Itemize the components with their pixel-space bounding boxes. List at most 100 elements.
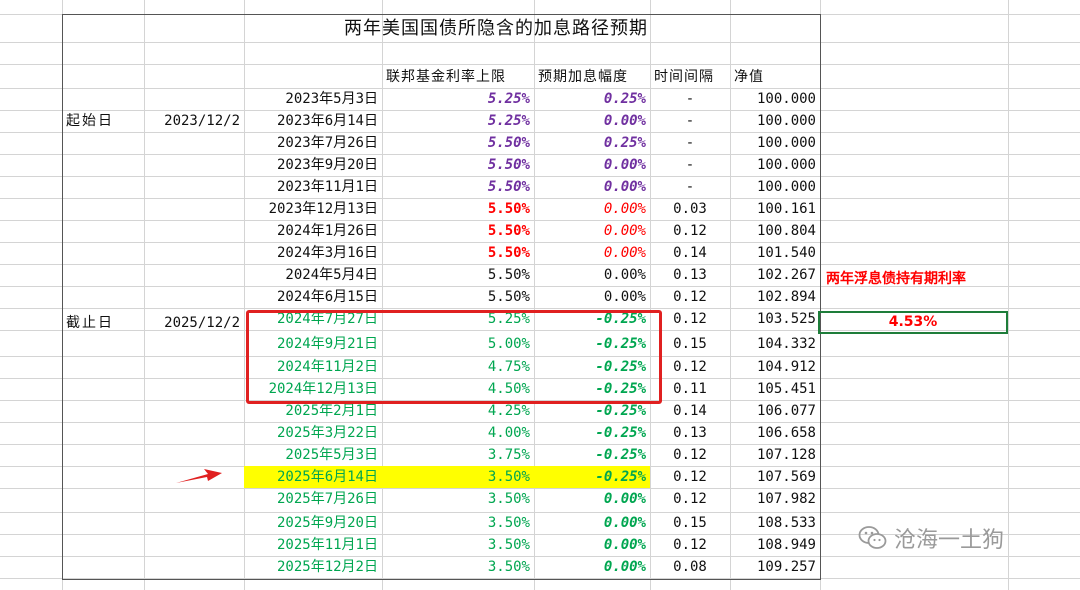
cell-rate[interactable]: 3.75% bbox=[487, 447, 530, 463]
cell-interval[interactable]: 0.11 bbox=[673, 381, 707, 397]
cell-date[interactable]: 2025年12月2日 bbox=[276, 559, 378, 575]
cell-interval[interactable]: 0.12 bbox=[673, 359, 707, 375]
cell-nav[interactable]: 102.894 bbox=[756, 289, 816, 305]
cell-date[interactable]: 2025年3月22日 bbox=[276, 425, 378, 441]
cell-nav[interactable]: 103.525 bbox=[756, 311, 816, 327]
cell-interval[interactable]: 0.12 bbox=[673, 311, 707, 327]
cell-nav[interactable]: 101.540 bbox=[756, 245, 816, 261]
cell-date[interactable]: 2024年9月21日 bbox=[276, 336, 378, 352]
cell-nav[interactable]: 106.077 bbox=[756, 403, 816, 419]
cell-rate[interactable]: 5.00% bbox=[487, 336, 530, 352]
cell-rate[interactable]: 5.25% bbox=[487, 91, 530, 107]
cell-nav[interactable]: 104.332 bbox=[756, 336, 816, 352]
cell-nav[interactable]: 100.161 bbox=[756, 201, 816, 217]
cell-change[interactable]: 0.00% bbox=[603, 537, 646, 553]
cell-interval[interactable]: 0.14 bbox=[673, 403, 707, 419]
cell-rate[interactable]: 5.50% bbox=[487, 267, 530, 283]
cell-date[interactable]: 2025年2月1日 bbox=[285, 403, 378, 419]
cell-date[interactable]: 2023年9月20日 bbox=[276, 157, 378, 173]
cell-rate[interactable]: 5.50% bbox=[487, 201, 530, 217]
cell-date[interactable]: 2024年7月27日 bbox=[276, 311, 378, 327]
cell-nav[interactable]: 102.267 bbox=[756, 267, 816, 283]
cell-change[interactable]: -0.25% bbox=[595, 359, 646, 375]
cell-nav[interactable]: 107.982 bbox=[756, 491, 816, 507]
cell-nav[interactable]: 105.451 bbox=[756, 381, 816, 397]
cell-date[interactable]: 2024年1月26日 bbox=[276, 223, 378, 239]
cell-rate[interactable]: 3.50% bbox=[487, 537, 530, 553]
cell-change[interactable]: 0.00% bbox=[603, 491, 646, 507]
cell-change[interactable]: 0.00% bbox=[603, 289, 646, 305]
cell-change[interactable]: -0.25% bbox=[595, 311, 646, 327]
cell-date[interactable]: 2023年6月14日 bbox=[276, 113, 378, 129]
cell-interval[interactable]: - bbox=[685, 157, 695, 173]
cell-interval[interactable]: 0.14 bbox=[673, 245, 707, 261]
cell-nav[interactable]: 100.000 bbox=[756, 135, 816, 151]
cell-rate[interactable]: 4.50% bbox=[487, 381, 530, 397]
cell-interval[interactable]: 0.15 bbox=[673, 515, 707, 531]
cell-date[interactable]: 2024年11月2日 bbox=[276, 359, 378, 375]
cell-rate[interactable]: 5.50% bbox=[487, 289, 530, 305]
cell-rate[interactable]: 3.50% bbox=[487, 515, 530, 531]
cell-change[interactable]: -0.25% bbox=[595, 336, 646, 352]
cell-nav[interactable]: 100.000 bbox=[756, 91, 816, 107]
cell-nav[interactable]: 107.128 bbox=[756, 447, 816, 463]
cell-date[interactable]: 2023年7月26日 bbox=[276, 135, 378, 151]
cell-date[interactable]: 2023年5月3日 bbox=[285, 91, 378, 107]
cell-nav[interactable]: 106.658 bbox=[756, 425, 816, 441]
cell-change[interactable]: 0.25% bbox=[603, 135, 646, 151]
cell-nav[interactable]: 104.912 bbox=[756, 359, 816, 375]
cell-change[interactable]: 0.00% bbox=[603, 515, 646, 531]
cell-interval[interactable]: - bbox=[685, 91, 695, 107]
cell-rate[interactable]: 3.50% bbox=[487, 491, 530, 507]
cell-rate[interactable]: 5.50% bbox=[487, 179, 530, 195]
cell-interval[interactable]: - bbox=[685, 113, 695, 129]
cell-interval[interactable]: 0.12 bbox=[673, 469, 707, 485]
cell-change[interactable]: -0.25% bbox=[595, 447, 646, 463]
cell-nav[interactable]: 100.000 bbox=[756, 113, 816, 129]
cell-nav[interactable]: 109.257 bbox=[756, 559, 816, 575]
cell-interval[interactable]: 0.12 bbox=[673, 447, 707, 463]
cell-change[interactable]: 0.00% bbox=[603, 201, 646, 217]
cell-date[interactable]: 2025年9月20日 bbox=[276, 515, 378, 531]
cell-change[interactable]: 0.00% bbox=[603, 267, 646, 283]
cell-rate[interactable]: 4.25% bbox=[487, 403, 530, 419]
cell-rate[interactable]: 5.50% bbox=[487, 223, 530, 239]
cell-nav[interactable]: 100.000 bbox=[756, 179, 816, 195]
cell-interval[interactable]: 0.12 bbox=[673, 223, 707, 239]
cell-change[interactable]: 0.25% bbox=[603, 91, 646, 107]
cell-date[interactable]: 2023年11月1日 bbox=[276, 179, 378, 195]
cell-date[interactable]: 2024年3月16日 bbox=[276, 245, 378, 261]
cell-nav[interactable]: 107.569 bbox=[756, 469, 816, 485]
cell-rate[interactable]: 5.50% bbox=[487, 245, 530, 261]
cell-interval[interactable]: 0.03 bbox=[673, 201, 707, 217]
cell-rate[interactable]: 3.50% bbox=[487, 559, 530, 575]
cell-nav[interactable]: 100.804 bbox=[756, 223, 816, 239]
cell-change[interactable]: 0.00% bbox=[603, 157, 646, 173]
cell-change[interactable]: -0.25% bbox=[595, 381, 646, 397]
cell-nav[interactable]: 100.000 bbox=[756, 157, 816, 173]
cell-change[interactable]: 0.00% bbox=[603, 559, 646, 575]
cell-date[interactable]: 2025年11月1日 bbox=[276, 537, 378, 553]
cell-interval[interactable]: 0.12 bbox=[673, 491, 707, 507]
cell-change[interactable]: 0.00% bbox=[603, 113, 646, 129]
cell-interval[interactable]: 0.12 bbox=[673, 537, 707, 553]
cell-nav[interactable]: 108.949 bbox=[756, 537, 816, 553]
cell-rate[interactable]: 5.25% bbox=[487, 311, 530, 327]
cell-rate[interactable]: 5.50% bbox=[487, 135, 530, 151]
cell-rate[interactable]: 4.75% bbox=[487, 359, 530, 375]
holding-rate-value[interactable]: 4.53% bbox=[818, 311, 1008, 334]
cell-interval[interactable]: 0.13 bbox=[673, 267, 707, 283]
cell-change[interactable]: -0.25% bbox=[534, 466, 650, 488]
cell-change[interactable]: 0.00% bbox=[603, 223, 646, 239]
cell-interval[interactable]: - bbox=[685, 135, 695, 151]
cell-date[interactable]: 2023年12月13日 bbox=[268, 201, 378, 217]
cell-interval[interactable]: 0.13 bbox=[673, 425, 707, 441]
cell-rate[interactable]: 5.50% bbox=[487, 157, 530, 173]
cell-rate[interactable]: 5.25% bbox=[487, 113, 530, 129]
cell-date[interactable]: 2025年6月14日 bbox=[244, 466, 382, 488]
cell-date[interactable]: 2024年12月13日 bbox=[268, 381, 378, 397]
cell-date[interactable]: 2024年6月15日 bbox=[276, 289, 378, 305]
cell-interval[interactable]: 0.12 bbox=[673, 289, 707, 305]
cell-nav[interactable]: 108.533 bbox=[756, 515, 816, 531]
cell-change[interactable]: 0.00% bbox=[603, 245, 646, 261]
